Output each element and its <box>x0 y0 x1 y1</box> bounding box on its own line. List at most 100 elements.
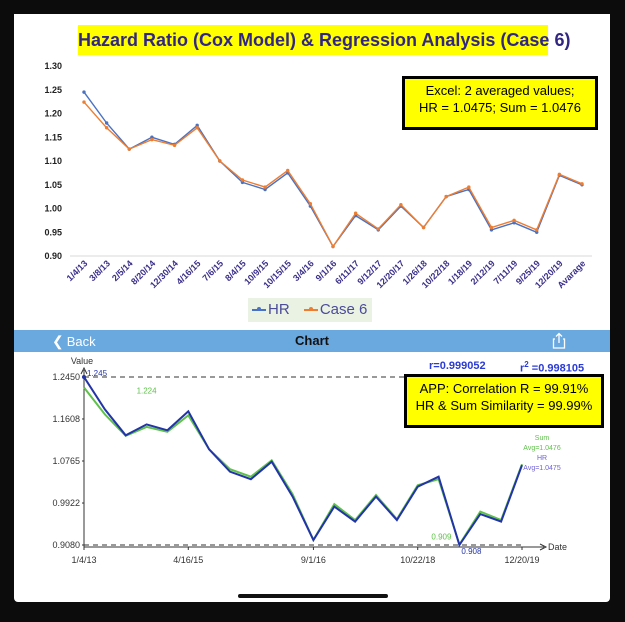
data-point-case-6 <box>467 185 471 189</box>
x-tick-label: 1/4/13 <box>65 258 90 283</box>
end-label-hr-avg: Avg=1.0475 <box>523 465 561 472</box>
x-axis-arrow <box>539 543 548 551</box>
app-page-title: Chart <box>295 333 329 348</box>
y-tick-label: 1.0765 <box>52 456 80 466</box>
correlation-r: r=0.999052 <box>429 360 486 372</box>
data-point-case-6 <box>308 202 313 206</box>
x-tick-label: 3/4/16 <box>291 258 316 283</box>
data-point-case-6 <box>195 126 199 130</box>
data-point-case-6 <box>444 194 448 199</box>
data-point-case-6 <box>127 147 131 151</box>
data-point-case-6 <box>218 159 222 163</box>
data-point-hr <box>82 90 86 94</box>
legend-hr-label: HR <box>268 301 290 318</box>
data-point-case-6 <box>331 244 335 249</box>
x-tick-label: 1/18/19 <box>446 258 474 286</box>
max-label-sum: 1.224 <box>137 386 158 395</box>
r-squared-value: =0.998105 <box>528 362 585 375</box>
max-label-hr: 1.245 <box>87 369 108 378</box>
home-indicator[interactable] <box>238 594 388 598</box>
data-point-hr <box>104 121 109 125</box>
data-point-case-6 <box>512 218 516 223</box>
x-tick-label: 3/8/13 <box>87 258 112 283</box>
app-nav-bar: ❮ Back Chart <box>14 330 610 352</box>
data-point-case-6 <box>489 225 494 230</box>
y-tick-label: 1.20 <box>44 109 62 119</box>
data-point-case-6 <box>376 227 380 231</box>
data-point-hr <box>240 180 245 185</box>
y-tick-label: 1.05 <box>44 180 62 190</box>
series-line-hr <box>83 376 523 548</box>
back-label: Back <box>66 334 96 349</box>
x-tick-label: 9/1/16 <box>301 555 326 565</box>
app-chart-panel: ❮ Back Chart r=0.999052 r2 =0.998105 Valu… <box>14 330 610 602</box>
data-point-hr <box>489 228 494 232</box>
x-tick-label: 7/6/15 <box>200 258 225 283</box>
data-point-case-6 <box>399 203 403 207</box>
share-icon[interactable] <box>550 332 568 350</box>
end-label-sum-name: Sum <box>535 435 550 442</box>
data-point-case-6 <box>150 137 154 142</box>
data-point-hr <box>263 187 267 192</box>
excel-chart-panel: Hazard Ratio (Cox Model) & Regression An… <box>14 14 610 334</box>
excel-line-chart: 0.90 0.95 1.00 1.05 1.10 1.15 1.20 1.25 1.30 1/4/… <box>44 61 592 290</box>
y-tick-label: 1.2450 <box>52 372 80 382</box>
y-tick-label: 1.10 <box>44 156 62 166</box>
legend-case6-label: Case 6 <box>319 301 368 318</box>
back-button[interactable]: ❮ Back <box>52 333 96 350</box>
data-point-hr <box>535 230 539 234</box>
data-point-case-6 <box>240 178 245 182</box>
legend-hr-marker <box>252 307 266 312</box>
data-point-case-6 <box>535 228 539 232</box>
data-point-hr <box>150 135 154 139</box>
app-line-chart: Value Date 0.9080 0.9922 1.0765 1.1608 1.2450 1… <box>52 356 567 565</box>
data-point-case-6 <box>353 211 358 215</box>
data-point-case-6 <box>82 100 86 104</box>
min-label-sum: 0.909 <box>431 533 452 542</box>
r-squared-label: r <box>520 362 525 375</box>
y-tick-label: 0.9922 <box>52 498 80 508</box>
excel-note-box: Excel: 2 averaged values; HR = 1.0475; S… <box>402 76 598 130</box>
excel-note-line1: Excel: 2 averaged values; <box>425 83 575 98</box>
data-point-case-6 <box>172 143 177 148</box>
y-tick-label: 0.95 <box>44 227 62 237</box>
min-label-hr: 0.908 <box>461 547 482 556</box>
x-tick-label: 4/16/15 <box>174 258 202 286</box>
data-point-case-6 <box>104 126 109 130</box>
data-point-case-6 <box>263 185 267 189</box>
y-axis-arrow <box>80 366 88 375</box>
excel-chart-title: Hazard Ratio (Cox Model) & Regression An… <box>78 25 570 55</box>
x-tick-label: 10/22/18 <box>400 555 435 565</box>
data-point-case-6 <box>421 225 426 230</box>
excel-note-line2: HR = 1.0475; Sum = 1.0476 <box>419 100 581 115</box>
app-note-box: APP: Correlation R = 99.91% HR & Sum Sim… <box>404 374 604 428</box>
app-note-line1: APP: Correlation R = 99.91% <box>419 381 589 396</box>
data-point-case-6 <box>557 172 562 176</box>
y-tick-label: 0.90 <box>44 251 62 261</box>
data-point-case-6 <box>286 168 290 173</box>
x-tick-label: 4/16/15 <box>173 555 203 565</box>
y-axis-label: Value <box>71 356 93 366</box>
y-tick-label: 1.30 <box>44 61 62 71</box>
r-squared: r2 =0.998105 <box>520 360 584 375</box>
end-label-hr-name: HR <box>537 455 547 462</box>
data-point-case-6 <box>580 182 584 186</box>
y-tick-label: 1.15 <box>44 132 62 142</box>
x-tick-label: 12/20/19 <box>504 555 539 565</box>
data-point-hr <box>195 123 199 128</box>
legend-case6-marker <box>303 307 318 312</box>
y-tick-label: 0.9080 <box>52 540 80 550</box>
x-tick-label: 2/12/19 <box>469 258 497 286</box>
max-point-hr <box>82 375 86 379</box>
r-squared-exponent: 2 <box>524 360 529 369</box>
y-tick-label: 1.00 <box>44 204 62 214</box>
x-tick-label: 1/4/13 <box>71 555 96 565</box>
y-tick-label: 1.25 <box>44 85 62 95</box>
end-label-sum-avg: Avg=1.0476 <box>523 445 561 452</box>
excel-legend: HR Case 6 <box>248 298 372 322</box>
data-point-hr <box>512 221 516 225</box>
y-tick-label: 1.1608 <box>52 414 80 424</box>
x-axis-label: Date <box>548 542 567 552</box>
chevron-left-icon: ❮ <box>52 333 64 349</box>
app-note-line2: HR & Sum Similarity = 99.99% <box>415 398 593 413</box>
